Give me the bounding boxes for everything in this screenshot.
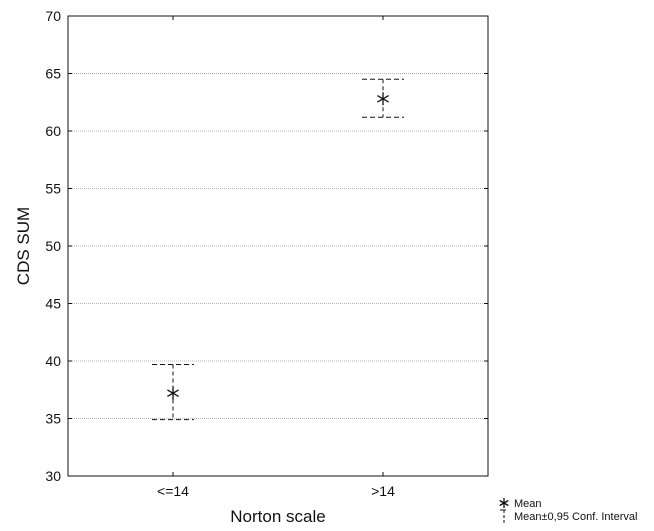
- y-tick-label: 50: [45, 238, 61, 254]
- x-tick-label: <=14: [157, 483, 189, 499]
- legend-mean-marker: [499, 498, 509, 508]
- mean-point-0: [167, 386, 179, 400]
- legend-asterisk: [499, 498, 509, 508]
- data-marks: [152, 78, 404, 421]
- legend: Mean Mean±0,95 Conf. Interval: [499, 498, 637, 524]
- gridlines: [68, 73, 488, 419]
- y-axis-ticks: 30 35 40 45 50 55 60 65 70: [45, 8, 488, 484]
- x-axis-title: Norton scale: [230, 507, 325, 526]
- y-tick-label: 70: [45, 8, 61, 24]
- x-axis-ticks: <=14 >14: [157, 16, 395, 499]
- x-tick-label: >14: [371, 483, 395, 499]
- ci-bar-1: [362, 78, 404, 118]
- y-axis-title: CDS SUM: [14, 207, 33, 285]
- y-tick-label: 65: [45, 66, 61, 82]
- y-tick-label: 60: [45, 123, 61, 139]
- y-tick-label: 35: [45, 411, 61, 427]
- y-tick-label: 40: [45, 353, 61, 369]
- legend-ci-label: Mean±0,95 Conf. Interval: [514, 511, 637, 523]
- legend-mean-label: Mean: [514, 498, 542, 510]
- mean-point-1: [377, 92, 389, 106]
- ci-bar-0: [152, 363, 194, 421]
- y-tick-label: 45: [45, 296, 61, 312]
- y-tick-label: 30: [45, 468, 61, 484]
- legend-ci-marker: [500, 509, 506, 524]
- y-tick-label: 55: [45, 181, 61, 197]
